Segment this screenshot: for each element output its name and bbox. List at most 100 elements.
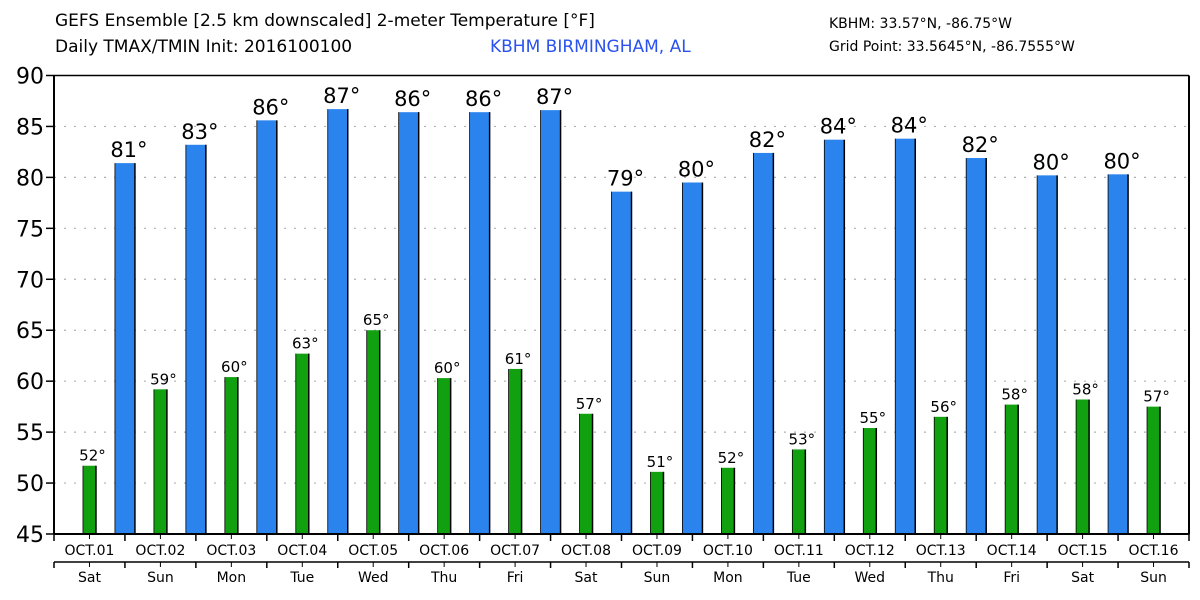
tmax-bar (611, 191, 632, 535)
tmax-label: 84° (820, 115, 857, 139)
weekday-label: Fri (507, 570, 524, 586)
x-tick-label: OCT.10 (703, 543, 753, 559)
y-tick-label: 55 (16, 421, 44, 446)
tmax-label: 82° (962, 133, 999, 157)
x-tick-label: OCT.07 (490, 543, 540, 559)
tmin-label: 51° (647, 453, 674, 471)
tmin-bar (1076, 399, 1090, 534)
weekday-label: Sat (78, 570, 101, 586)
y-tick-label: 85 (16, 115, 44, 140)
tmin-label: 53° (789, 430, 816, 448)
x-tick-label: OCT.02 (135, 543, 185, 559)
bars (82, 109, 1161, 535)
weekday-label: Tue (786, 570, 811, 586)
tmax-label: 82° (749, 128, 786, 152)
x-tick-label: OCT.09 (632, 543, 682, 559)
weekday-label: Wed (358, 570, 389, 586)
tmin-bar (1147, 406, 1161, 534)
weekday-label: Sun (147, 570, 174, 586)
tmax-bar (1108, 174, 1129, 535)
tmax-bar (256, 120, 277, 534)
tmin-label: 60° (434, 359, 461, 377)
tmax-bar (469, 112, 490, 535)
weekday-label: Sun (1140, 570, 1167, 586)
tmax-label: 83° (181, 120, 218, 144)
tmin-label: 60° (221, 358, 248, 376)
tmin-label: 59° (150, 370, 177, 388)
tmin-label: 55° (859, 409, 886, 427)
tmin-bar (792, 449, 806, 534)
weekday-label: Mon (217, 570, 247, 586)
tmax-bar (682, 182, 703, 534)
tmax-label: 80° (1103, 149, 1140, 173)
tmax-bar (540, 110, 561, 535)
tmin-label: 52° (718, 449, 745, 467)
tmax-label: 79° (607, 167, 644, 191)
x-tick-label: OCT.13 (916, 543, 966, 559)
tmin-bar (934, 416, 948, 534)
tmax-bar (114, 163, 135, 534)
grid-point-coordinates: Grid Point: 33.5645°N, -86.7555°W (829, 39, 1075, 55)
tmin-bar (224, 377, 238, 534)
tmax-bar (753, 152, 774, 535)
y-tick-label: 60 (16, 370, 44, 395)
tmax-label: 80° (678, 157, 715, 181)
weekday-label: Tue (289, 570, 314, 586)
chart-subtitle: Daily TMAX/TMIN Init: 2016100100 (55, 37, 353, 57)
tmin-bar (295, 353, 309, 534)
tmin-bar (508, 368, 522, 534)
station-label: KBHM BIRMINGHAM, AL (490, 37, 691, 57)
tmin-bar (366, 330, 380, 534)
tmax-bar (824, 139, 845, 534)
tmin-label: 63° (292, 335, 319, 353)
tmin-label: 61° (505, 350, 532, 368)
tmin-label: 65° (363, 311, 390, 329)
x-tick-label: OCT.01 (64, 543, 114, 559)
y-tick-label: 80 (16, 166, 44, 191)
tmin-bar (721, 467, 735, 534)
tmax-bar (327, 109, 348, 534)
x-tick-label: OCT.03 (206, 543, 256, 559)
x-tick-label: OCT.08 (561, 543, 611, 559)
weekday-label: Sat (575, 570, 598, 586)
tmax-bar (966, 158, 987, 534)
tmin-label: 58° (1001, 386, 1028, 404)
tmax-bar (895, 138, 916, 534)
tmax-bar (185, 144, 206, 535)
tmin-bar (153, 389, 167, 534)
x-tick-label: OCT.15 (1058, 543, 1108, 559)
x-tick-label: OCT.06 (419, 543, 469, 559)
tmin-label: 52° (79, 447, 106, 465)
weekday-label: Mon (713, 570, 743, 586)
tmax-label: 80° (1033, 150, 1070, 174)
y-tick-label: 50 (16, 472, 44, 497)
tmin-bar (579, 413, 593, 534)
tmin-bar (82, 465, 96, 534)
tmin-label: 58° (1072, 381, 1099, 399)
weekday-label: Sun (644, 570, 671, 586)
weekday-label: Thu (927, 570, 954, 586)
data-labels: 52° 59° 60° 63° 65° 60° 61° 57° 51° 52° 53° 55° 56° 5… (79, 84, 1170, 471)
x-tick-label: OCT.14 (987, 543, 1037, 559)
tmax-label: 84° (891, 114, 928, 138)
y-tick-label: 45 (16, 523, 44, 548)
tmin-bar (1005, 404, 1019, 534)
y-tick-label: 90 (16, 65, 44, 90)
tmin-label: 57° (576, 395, 603, 413)
weekday-label: Thu (430, 570, 457, 586)
tmax-label: 87° (323, 84, 360, 108)
tmax-label: 86° (252, 95, 289, 119)
tmax-label: 87° (536, 85, 573, 109)
tmax-label: 86° (394, 87, 431, 111)
x-tick-label: OCT.04 (277, 543, 327, 559)
y-tick-label: 75 (16, 217, 44, 242)
tmin-label: 56° (930, 398, 957, 416)
tmin-label: 57° (1143, 388, 1170, 406)
x-tick-label: OCT.12 (845, 543, 895, 559)
tmax-bar (398, 112, 419, 535)
y-tick-label: 65 (16, 319, 44, 344)
x-tick-label: OCT.11 (774, 543, 824, 559)
weekday-label: Fri (1003, 570, 1020, 586)
tmax-label: 86° (465, 87, 502, 111)
